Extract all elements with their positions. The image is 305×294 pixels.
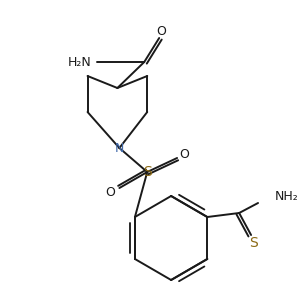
Text: O: O xyxy=(179,148,189,161)
Text: S: S xyxy=(143,165,152,179)
Text: S: S xyxy=(249,236,257,250)
Text: NH₂: NH₂ xyxy=(275,190,299,203)
Text: N: N xyxy=(115,141,124,155)
Text: O: O xyxy=(106,186,115,200)
Text: O: O xyxy=(156,24,166,38)
Text: H₂N: H₂N xyxy=(68,56,92,69)
